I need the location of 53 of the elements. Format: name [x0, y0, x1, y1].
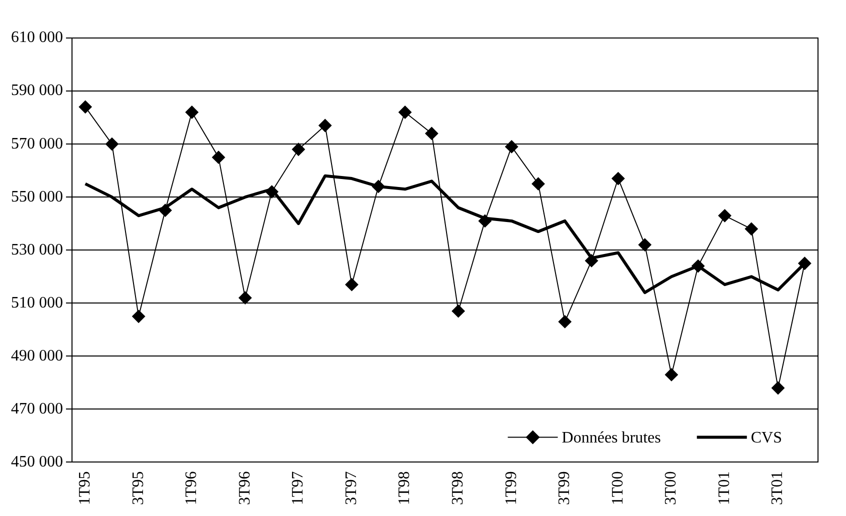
point: [265, 185, 278, 198]
x-tick-label: 3T00: [662, 471, 680, 506]
x-tick-label: 3T97: [342, 471, 360, 506]
point: [532, 177, 545, 190]
point: [158, 204, 172, 217]
point: [638, 238, 652, 252]
y-tick-label: 550 000: [11, 188, 63, 206]
point: [692, 260, 705, 273]
x-tick-label: 3T95: [130, 471, 147, 506]
point: [425, 126, 438, 140]
y-tick-label: 590 000: [11, 82, 63, 100]
point: [398, 106, 412, 119]
x-tick-label: 3T96: [236, 471, 254, 506]
x-tick-label: 3T01: [769, 471, 786, 506]
point: [744, 222, 758, 236]
y-tick-label: 510 000: [11, 294, 63, 312]
x-tick-label: 1T96: [183, 471, 200, 506]
y-tick-label: 490 000: [11, 347, 63, 364]
point: [798, 256, 812, 270]
point: [132, 310, 146, 323]
point: [238, 291, 252, 304]
y-tick-label: 610 000: [11, 29, 63, 46]
point: [585, 254, 598, 268]
point: [718, 209, 732, 222]
x-tick-label: 1T99: [502, 471, 520, 506]
point: [105, 138, 118, 151]
point: [664, 368, 678, 382]
x-tick-label: 3T98: [450, 471, 467, 506]
point: [505, 140, 518, 154]
legend-label: Données brutes: [562, 429, 661, 446]
point: [345, 278, 358, 292]
point: [185, 106, 198, 119]
x-tick-label: 1T01: [716, 471, 733, 506]
y-tick-label: 470 000: [11, 400, 63, 418]
point: [612, 172, 625, 186]
x-tick-label: 1T95: [76, 471, 94, 506]
point: [452, 304, 465, 318]
point: [772, 381, 785, 394]
y-tick-label: 530 000: [11, 241, 63, 258]
point: [212, 150, 226, 164]
y-tick-label: 570 000: [11, 135, 63, 152]
point: [318, 118, 332, 132]
point: [78, 100, 92, 114]
x-tick-label: 1T98: [396, 471, 414, 506]
legend-label: CVS: [750, 429, 782, 446]
point: [478, 214, 492, 228]
point: [372, 180, 385, 193]
point: [292, 142, 305, 156]
point: [558, 315, 572, 328]
x-tick-label: 3T99: [556, 471, 574, 506]
x-tick-label: 1T97: [290, 471, 307, 506]
x-tick-label: 1T00: [609, 471, 626, 506]
y-tick-label: 450 000: [11, 453, 63, 470]
